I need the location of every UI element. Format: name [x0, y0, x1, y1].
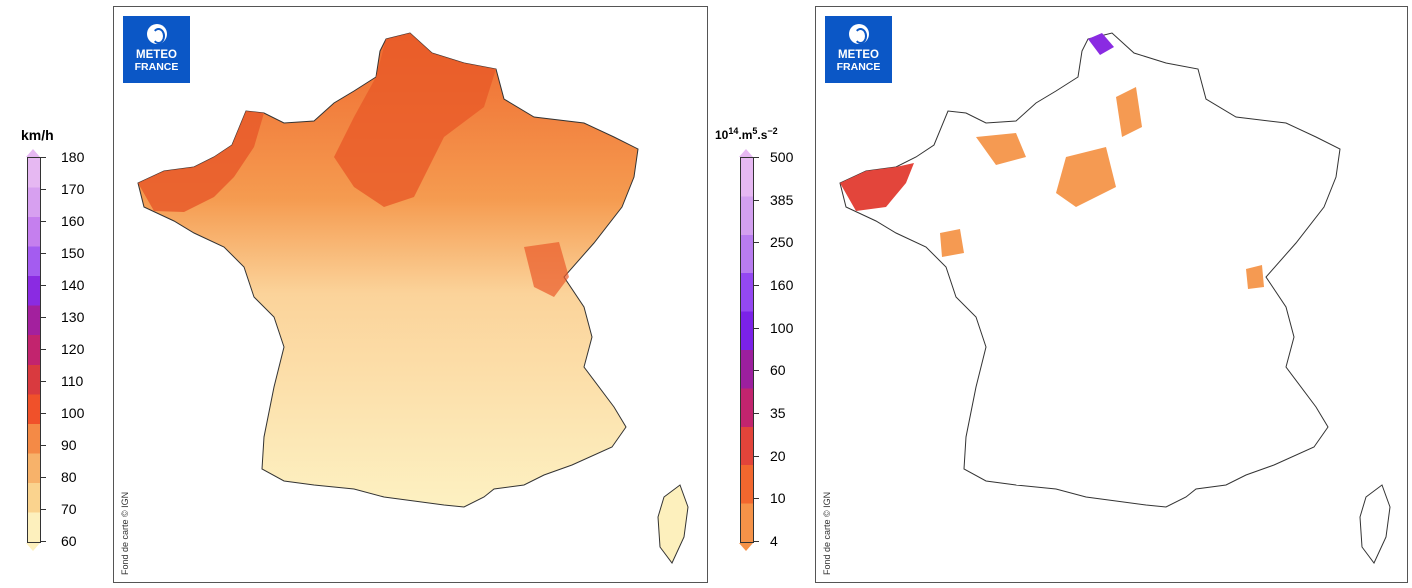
france-outline — [839, 32, 1341, 508]
logo-mark — [849, 24, 869, 44]
left-legend-under-arrow — [26, 543, 40, 551]
east-index-zone — [1246, 265, 1264, 289]
north-high-wind — [334, 33, 496, 207]
left-legend-tick-label: 160 — [61, 213, 85, 229]
left-legend-tick-label: 170 — [61, 181, 85, 197]
left-legend-tick-label: 80 — [61, 469, 77, 485]
logo-text-line1: METEO — [136, 49, 177, 61]
right-legend-tick-label: 100 — [770, 319, 794, 336]
east-high-wind — [524, 242, 569, 297]
right-colorbar — [740, 157, 754, 543]
logo-text-line1: METEO — [838, 49, 879, 61]
left-legend-tick-mark — [41, 317, 46, 318]
right-legend-tick-mark — [754, 199, 759, 201]
left-legend-tick-label: 70 — [61, 501, 77, 517]
left-legend-tick-mark — [41, 541, 46, 542]
right-legend-tick-mark — [754, 242, 759, 244]
left-legend-over-arrow — [26, 149, 40, 157]
right-legend-tick-label: 20 — [770, 447, 786, 464]
left-legend-tick-label: 140 — [61, 277, 85, 293]
right-legend-tick-mark — [754, 413, 759, 414]
logo-mark — [147, 24, 167, 44]
left-legend-tick-mark — [41, 445, 46, 446]
left-legend-tick-label: 100 — [61, 405, 85, 421]
left-legend-tick-label: 120 — [61, 341, 85, 357]
loire-index-zone — [940, 229, 964, 257]
brittany-high-wind — [138, 111, 264, 212]
left-legend-tick-label: 90 — [61, 437, 77, 453]
right-legend-tick-label: 385 — [770, 191, 794, 208]
left-legend-tick-label: 150 — [61, 245, 85, 261]
right-index-map — [839, 32, 1391, 564]
right-legend-tick-mark — [754, 498, 759, 500]
paris-index-zone — [1056, 147, 1116, 207]
right-legend-tick-label: 250 — [770, 234, 794, 251]
left-legend-tick-mark — [41, 413, 46, 414]
left-map-panel: METEO FRANCE Fond de carte © IGN — [113, 6, 708, 583]
left-legend-tick-label: 110 — [61, 373, 84, 389]
right-map-panel: METEO FRANCE Fond de carte © IGN — [815, 6, 1408, 583]
map-credit: Fond de carte © IGN — [822, 491, 832, 575]
left-legend-tick-mark — [41, 285, 46, 286]
normandy-index-zone — [976, 133, 1026, 165]
right-legend-tick-label: 4 — [770, 533, 778, 549]
left-legend-tick-mark — [41, 253, 46, 254]
left-legend-tick-mark — [41, 221, 46, 222]
meteo-france-logo: METEO FRANCE — [825, 16, 892, 83]
logo-text-line2: FRANCE — [134, 61, 179, 73]
north-index-zone — [1088, 33, 1114, 55]
right-legend-tick-mark — [754, 370, 759, 372]
corsica — [1359, 484, 1391, 564]
left-legend-tick-mark — [41, 477, 46, 478]
right-legend-under-arrow — [739, 543, 753, 551]
right-legend-tick-mark — [754, 157, 759, 158]
left-wind-gust-map — [137, 32, 689, 564]
left-legend-tick-label: 180 — [61, 149, 85, 165]
right-legend-tick-label: 10 — [770, 490, 786, 507]
left-legend-tick-mark — [41, 509, 46, 510]
meteo-france-logo: METEO FRANCE — [123, 16, 190, 83]
right-legend-tick-label: 500 — [770, 149, 794, 165]
logo-text-line2: FRANCE — [836, 61, 881, 73]
right-legend-tick-label: 35 — [770, 405, 786, 421]
right-legend-tick-mark — [754, 327, 759, 329]
left-legend-tick-mark — [41, 349, 46, 350]
brittany-index-zone — [840, 163, 914, 211]
right-legend-tick-label: 60 — [770, 362, 786, 379]
right-legend-over-arrow — [739, 149, 753, 157]
map-credit: Fond de carte © IGN — [120, 491, 130, 575]
left-legend-tick-mark — [41, 157, 46, 158]
corsica — [657, 484, 689, 564]
right-legend-tick-mark — [754, 455, 759, 457]
left-legend-unit: km/h — [21, 127, 54, 143]
right-legend-unit: 1014.m5.s−2 — [715, 126, 778, 142]
right-legend-tick-mark — [754, 285, 759, 286]
left-legend-tick-mark — [41, 189, 46, 190]
left-colorbar — [27, 157, 41, 543]
right-legend-tick-mark — [754, 541, 759, 542]
right-legend-tick-label: 160 — [770, 277, 794, 293]
picardy-index-zone — [1116, 87, 1142, 137]
left-legend-tick-mark — [41, 381, 46, 382]
left-legend-tick-label: 130 — [61, 309, 85, 325]
left-legend-tick-label: 60 — [61, 533, 77, 549]
